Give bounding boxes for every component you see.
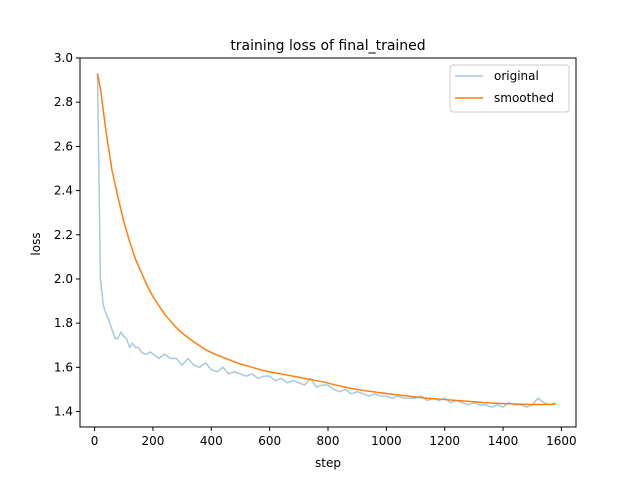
x-tick-label: 600 — [258, 434, 281, 448]
y-tick-label: 2.4 — [54, 184, 73, 198]
legend-label-original: original — [494, 69, 539, 83]
y-tick-label: 2.6 — [54, 139, 73, 153]
y-tick-label: 3.0 — [54, 51, 73, 65]
legend-box — [449, 64, 570, 113]
x-tick-label: 200 — [141, 434, 164, 448]
x-tick-label: 800 — [317, 434, 340, 448]
legend-label-smoothed: smoothed — [494, 91, 554, 105]
y-tick-label: 1.6 — [54, 360, 73, 374]
series-line-smoothed — [96, 73, 556, 406]
y-tick-label: 2.8 — [54, 95, 73, 109]
y-tick-label: 2.0 — [54, 272, 73, 286]
y-tick-label: 2.2 — [54, 228, 73, 242]
x-tick-label: 1600 — [546, 434, 577, 448]
x-tick-label: 0 — [91, 434, 99, 448]
y-tick-label: 1.4 — [54, 405, 73, 419]
x-tick-label: 1400 — [488, 434, 519, 448]
x-tick-label: 1200 — [429, 434, 460, 448]
x-axis: 0 200 400 600 800 1000 1200 1400 1600 — [91, 427, 577, 448]
legend: original smoothed — [449, 64, 570, 113]
x-tick-label: 400 — [200, 434, 223, 448]
x-tick-label: 1000 — [371, 434, 402, 448]
plot-area — [96, 73, 556, 408]
y-axis: 1.4 1.6 1.8 2.0 2.2 2.4 2.6 2.8 3.0 — [54, 51, 80, 419]
y-axis-label: loss — [29, 232, 43, 255]
y-tick-label: 1.8 — [54, 316, 73, 330]
chart-title: training loss of final_trained — [230, 38, 425, 54]
x-axis-label: step — [315, 456, 341, 470]
axes-frame — [79, 57, 577, 428]
series-line-original — [96, 73, 556, 408]
